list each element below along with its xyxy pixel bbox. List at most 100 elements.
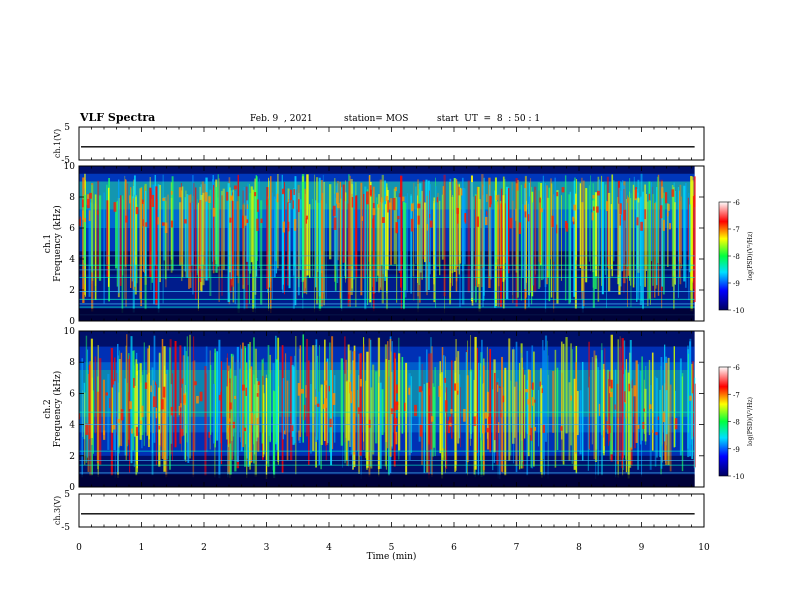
hot-spot xyxy=(181,428,183,437)
sferic-streak xyxy=(692,196,694,289)
hot-spot xyxy=(208,196,211,204)
sferic-streak xyxy=(380,382,382,469)
sferic-streak xyxy=(467,340,469,477)
sferic-streak xyxy=(149,187,152,277)
sferic-streak xyxy=(153,184,155,305)
sferic-streak xyxy=(680,196,682,269)
sferic-streak xyxy=(226,386,228,440)
sferic-streak xyxy=(132,350,134,451)
sferic-streak xyxy=(186,194,189,278)
sferic-streak xyxy=(341,187,343,312)
x-tick-label: 6 xyxy=(451,543,457,553)
sferic-streak xyxy=(222,188,225,271)
sferic-streak xyxy=(632,184,635,288)
sferic-streak xyxy=(639,197,642,286)
sferic-streak xyxy=(505,186,509,300)
hot-spot xyxy=(372,218,374,229)
sferic-streak xyxy=(539,368,542,473)
sferic-streak xyxy=(162,174,164,304)
sferic-streak xyxy=(312,345,315,452)
sferic-streak xyxy=(556,367,559,451)
sferic-streak xyxy=(281,345,284,473)
sferic-streak xyxy=(455,357,458,466)
hot-spot xyxy=(486,211,488,216)
sferic-streak xyxy=(378,194,380,293)
sferic-streak xyxy=(570,343,572,446)
hot-spot xyxy=(486,427,490,433)
hot-spot xyxy=(664,192,668,204)
hot-spot xyxy=(394,186,397,192)
sferic-streak xyxy=(324,339,326,441)
sferic-streak xyxy=(306,174,309,276)
sferic-streak xyxy=(602,363,605,453)
hot-spot xyxy=(361,216,363,221)
hot-spot xyxy=(368,419,371,428)
hot-spot xyxy=(283,430,285,435)
sferic-streak xyxy=(428,353,430,479)
sferic-streak xyxy=(412,202,414,277)
sferic-streak xyxy=(393,188,396,265)
sferic-streak xyxy=(170,197,173,273)
sferic-streak xyxy=(363,344,365,450)
y-tick-label: 10 xyxy=(64,162,76,172)
hot-spot xyxy=(648,193,651,201)
sferic-streak xyxy=(388,376,391,476)
hot-spot xyxy=(396,223,398,234)
sferic-streak xyxy=(667,203,669,268)
sferic-streak xyxy=(477,363,480,476)
hot-spot xyxy=(395,418,398,427)
sferic-streak xyxy=(364,186,367,310)
sferic-streak xyxy=(644,388,647,442)
sferic-streak xyxy=(531,345,534,469)
sferic-streak xyxy=(611,174,614,277)
sferic-streak xyxy=(372,202,375,312)
sferic-streak xyxy=(529,178,532,293)
sferic-streak xyxy=(538,190,541,262)
sferic-streak xyxy=(592,195,595,308)
hot-spot xyxy=(635,187,637,199)
hot-spot xyxy=(414,404,417,417)
sferic-streak xyxy=(204,366,207,477)
sferic-streak xyxy=(113,381,116,451)
sferic-streak xyxy=(656,176,659,264)
sferic-streak xyxy=(679,358,682,456)
hot-spot xyxy=(293,218,297,231)
hot-spot xyxy=(336,202,340,209)
sferic-streak xyxy=(550,178,552,260)
sferic-streak xyxy=(205,346,208,453)
sferic-streak xyxy=(136,204,138,284)
sferic-streak xyxy=(494,372,496,441)
hot-spot xyxy=(444,400,448,413)
sferic-streak xyxy=(496,382,499,466)
sferic-streak xyxy=(205,177,208,281)
hot-spot xyxy=(369,185,372,196)
sferic-streak xyxy=(282,193,285,285)
sferic-streak xyxy=(359,353,362,456)
hot-spot xyxy=(85,423,89,435)
sferic-streak xyxy=(607,369,609,434)
hot-spot xyxy=(402,196,405,202)
hot-spot xyxy=(419,424,423,437)
sferic-streak xyxy=(189,202,192,273)
sferic-streak xyxy=(142,374,144,436)
sferic-streak xyxy=(615,369,617,478)
sferic-streak xyxy=(353,350,356,455)
hot-spot xyxy=(79,413,81,420)
sferic-streak xyxy=(398,197,401,271)
hot-spot xyxy=(131,428,133,434)
sferic-streak xyxy=(693,176,696,303)
sferic-streak xyxy=(142,201,145,272)
hot-spot xyxy=(298,430,300,441)
sferic-streak xyxy=(244,346,246,467)
sferic-streak xyxy=(465,352,467,474)
sferic-streak xyxy=(185,190,187,277)
sferic-streak xyxy=(539,197,541,264)
sferic-streak xyxy=(210,364,212,435)
hot-spot xyxy=(649,404,652,410)
sferic-streak xyxy=(128,353,130,440)
hot-spot xyxy=(458,186,460,196)
y-axis-label: ch.3(V) xyxy=(53,496,62,525)
sferic-streak xyxy=(597,367,599,476)
hot-spot xyxy=(689,395,692,401)
sferic-streak xyxy=(179,345,182,444)
